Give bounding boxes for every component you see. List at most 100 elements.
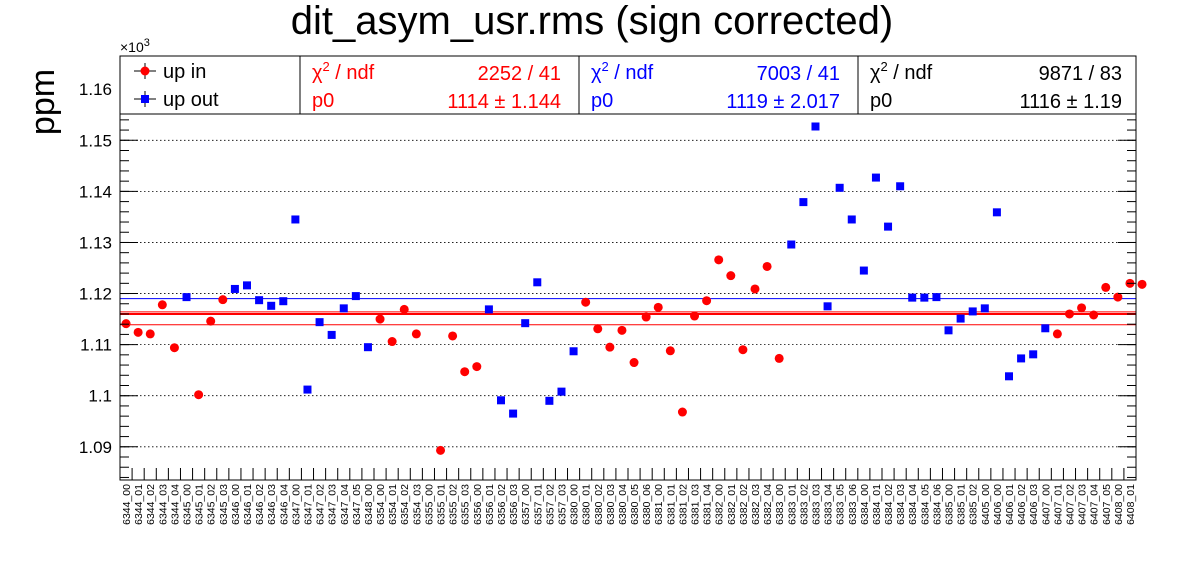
point-up-in-6355_02	[448, 331, 458, 341]
x-tick-label-18: 6347_04	[339, 484, 351, 525]
x-tick-label-54: 6383_00	[774, 484, 786, 525]
x-tick-label-45: 6381_01	[665, 484, 677, 525]
x-tick-label-75: 6406_03	[1028, 484, 1040, 525]
x-tick-label-49: 6382_00	[714, 484, 726, 525]
point-up-out-6384_03	[896, 182, 905, 191]
point-up-out-6383_01	[787, 240, 796, 249]
x-tick-label-60: 6383_06	[847, 484, 859, 525]
x-tick-label-17: 6347_03	[327, 484, 339, 525]
point-up-in-6345_02	[206, 316, 216, 326]
point-up-in-6344_03	[157, 300, 167, 310]
point-up-out-6407_00	[1041, 324, 1050, 333]
x-tick-label-0: 6344_00	[121, 484, 133, 525]
point-up-out-6356_03	[509, 409, 518, 418]
x-tick-label-50: 6382_01	[726, 484, 738, 525]
stats-up-out-chi2-value: 7003 / 41	[757, 63, 840, 85]
point-up-out-6406_03	[1029, 350, 1038, 359]
x-tick-label-43: 6380_06	[641, 484, 653, 525]
point-up-in-6408_00	[1113, 292, 1123, 302]
point-up-out-6347_02	[315, 318, 324, 327]
point-up-out-6406_00	[992, 208, 1001, 217]
x-tick-label-27: 6355_02	[448, 484, 460, 525]
x-tick-label-7: 6345_02	[206, 484, 218, 525]
y-tick-label-7: 1.16	[79, 80, 112, 99]
x-tick-label-58: 6383_04	[823, 484, 835, 525]
point-up-out-6383_04	[823, 302, 832, 311]
stats-up-in-p0-value: 1114 ± 1.144	[447, 91, 561, 113]
point-up-out-6384_05	[920, 293, 929, 302]
fit-lines	[120, 298, 1136, 326]
y-axis-exponent-base: ×10	[120, 39, 144, 55]
point-up-in-6344_00	[121, 319, 131, 329]
x-axis: 6344_00 6344_01 6344_02 6344_03 6344_04 6345_…	[119, 468, 1137, 525]
point-up-in-6381_01	[665, 346, 675, 356]
point-up-in-6354_02	[399, 304, 409, 314]
x-tick-label-36: 6357_03	[556, 484, 568, 525]
x-tick-label-5: 6345_00	[182, 484, 194, 525]
x-tick-label-79: 6407_03	[1077, 484, 1089, 525]
point-up-out-6384_04	[908, 293, 917, 302]
point-up-in-6382_00	[714, 255, 724, 265]
y-axis-label: ppm	[24, 69, 62, 135]
point-up-out-6380_00	[569, 347, 578, 356]
point-up-out-6346_03	[267, 301, 276, 310]
x-tick-label-21: 6354_00	[375, 484, 387, 525]
x-tick-label-25: 6355_00	[423, 484, 435, 525]
x-tick-label-55: 6383_01	[786, 484, 798, 525]
x-tick-label-29: 6356_00	[472, 484, 484, 525]
y-tick-label-5: 1.14	[79, 182, 112, 201]
stats-combined-chi2-rest: / ndf	[888, 62, 933, 84]
point-up-in-6381_04	[702, 296, 712, 306]
data-points	[121, 122, 1147, 455]
point-up-in-6345_03	[218, 295, 228, 305]
stats-up-in-chi2-rest: / ndf	[330, 62, 375, 84]
x-tick-label-67: 6384_06	[931, 484, 943, 525]
stats-up-out-p0-label: p0	[591, 90, 613, 112]
x-tick-label-23: 6354_02	[399, 484, 411, 525]
x-tick-label-35: 6357_02	[544, 484, 556, 525]
point-up-out-6385_00	[944, 326, 953, 335]
y-tick-label-0: 1.09	[79, 438, 112, 457]
point-up-in-6380_01	[581, 297, 591, 307]
point-up-out-6383_02	[799, 198, 808, 207]
x-tick-label-42: 6380_05	[629, 484, 641, 525]
point-up-in-6381_03	[690, 311, 700, 321]
x-tick-label-47: 6381_03	[690, 484, 702, 525]
stats-combined-p0-label: p0	[870, 90, 892, 112]
point-up-out-6357_03	[557, 387, 566, 396]
x-tick-label-16: 6347_02	[315, 484, 327, 525]
stats-box-up-in: χ2 / ndf 2252 / 41 p0 1114 ± 1.144	[299, 55, 580, 115]
x-tick-label-66: 6384_05	[919, 484, 931, 525]
stats-combined-chi2-label: χ2 / ndf	[870, 59, 933, 84]
point-up-in-6354_00	[375, 314, 385, 324]
x-tick-label-8: 6345_03	[218, 484, 230, 525]
x-tick-label-83: 6408_01	[1125, 484, 1137, 525]
x-tick-label-2: 6344_02	[145, 484, 157, 525]
x-tick-label-72: 6406_00	[992, 484, 1004, 525]
point-up-in-6383_00	[774, 353, 784, 363]
x-tick-label-15: 6347_01	[302, 484, 314, 525]
x-tick-label-24: 6354_03	[411, 484, 423, 525]
stats-box-combined-frame	[857, 55, 1137, 115]
point-up-out-6347_04	[339, 304, 348, 313]
legend: up in up out	[119, 55, 301, 115]
stats-up-out-p0-value: 1119 ± 2.017	[726, 91, 840, 113]
stats-combined-chi2-symbol: χ	[870, 62, 881, 84]
x-tick-label-76: 6407_00	[1040, 484, 1052, 525]
x-tick-label-52: 6382_03	[750, 484, 762, 525]
point-up-out-6357_02	[545, 396, 554, 405]
point-up-in-6407_03	[1077, 303, 1087, 313]
x-tick-label-6: 6345_01	[194, 484, 206, 525]
x-tick-label-31: 6356_02	[496, 484, 508, 525]
point-up-in-6407_02	[1064, 309, 1074, 319]
point-up-in-6345_01	[194, 390, 204, 400]
legend-up-out-label: up out	[163, 89, 219, 111]
x-tick-label-81: 6407_05	[1101, 484, 1113, 525]
point-up-in-6380_03	[605, 342, 615, 352]
y-tick-label-3: 1.12	[79, 285, 112, 304]
point-up-in-6380_06	[641, 312, 651, 322]
x-tick-label-3: 6344_03	[157, 484, 169, 525]
x-tick-label-39: 6380_02	[593, 484, 605, 525]
point-up-in-6380_05	[629, 358, 639, 368]
